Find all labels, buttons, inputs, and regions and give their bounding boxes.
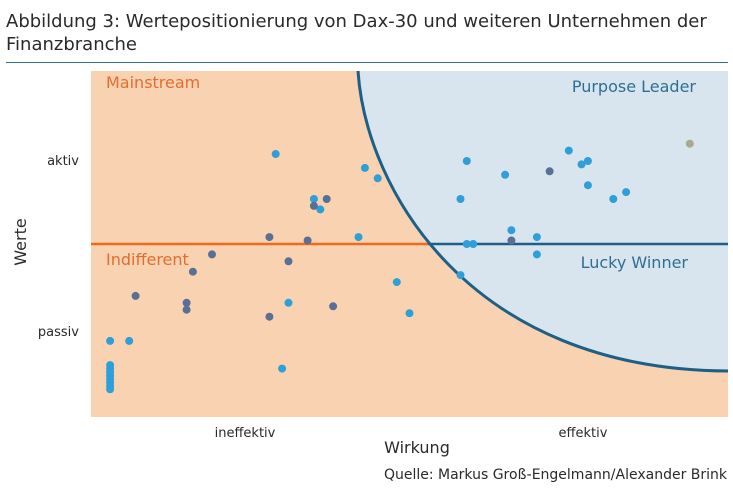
chart-title: Abbildung 3: Wertepositionierung von Dax…: [6, 11, 707, 55]
data-point-light-32: [583, 181, 592, 190]
data-point-dark-3: [188, 267, 197, 276]
data-point-dark-13: [545, 167, 554, 176]
quadrant-label-indifferent: Indifferent: [106, 250, 189, 269]
data-point-light-11: [284, 298, 293, 307]
data-point-light-9: [125, 336, 134, 345]
data-point-light-16: [360, 163, 369, 172]
data-point-light-34: [622, 188, 631, 197]
data-point-dark-7: [284, 257, 293, 266]
data-point-dark-1: [182, 298, 191, 307]
quadrant-label-purpose-leader: Purpose Leader: [572, 77, 697, 96]
data-point-light-13: [309, 195, 318, 203]
source-note: Quelle: Markus Groß-Engelmann/Alexander …: [383, 467, 727, 483]
title-divider: [6, 62, 728, 63]
data-point-dark-5: [265, 233, 274, 242]
data-point-dark-11: [329, 302, 338, 311]
data-point-dark-8: [303, 236, 312, 245]
data-point-light-10: [278, 364, 287, 373]
y-tick-label-aktiv: aktiv: [47, 154, 79, 169]
data-point-dark-12: [507, 236, 516, 245]
data-point-dark-0: [131, 291, 140, 300]
data-point-light-25: [501, 170, 510, 179]
data-point-light-23: [456, 195, 465, 203]
data-point-light-29: [564, 146, 573, 155]
data-point-light-14: [316, 205, 325, 214]
data-point-light-19: [405, 309, 414, 318]
data-point-light-26: [532, 250, 541, 259]
data-point-light-22: [469, 240, 478, 248]
data-point-light-21: [462, 240, 471, 248]
data-point-dark-9: [309, 201, 318, 210]
data-point-light-31: [583, 157, 592, 165]
data-point-light-24: [462, 157, 471, 165]
data-point-gray-0: [685, 139, 694, 148]
data-point-light-28: [532, 233, 541, 242]
data-point-light-33: [609, 195, 618, 203]
data-point-light-7: [106, 385, 115, 394]
data-point-dark-6: [265, 312, 274, 321]
x-axis-label: Wirkung: [384, 438, 450, 457]
purpose-leader-curve: [356, 70, 729, 373]
quadrant-label-lucky-winner: Lucky Winner: [581, 253, 689, 272]
data-point-light-15: [354, 233, 363, 242]
x-tick-label-ineffektiv: ineffektiv: [215, 426, 276, 441]
data-point-light-20: [456, 271, 465, 280]
data-point-dark-4: [208, 250, 216, 259]
purpose-leader-region: [358, 71, 728, 371]
data-point-dark-10: [322, 195, 331, 203]
data-point-light-18: [392, 278, 401, 287]
data-point-light-8: [106, 336, 115, 345]
data-point-light-30: [577, 160, 586, 169]
data-point-dark-2: [182, 305, 191, 314]
data-point-light-17: [373, 174, 382, 183]
quadrant-label-mainstream: Mainstream: [106, 73, 200, 92]
data-point-light-12: [271, 150, 280, 158]
y-axis-label: Werte: [11, 218, 30, 265]
data-point-light-27: [507, 226, 516, 235]
scatter-points: [106, 139, 694, 394]
y-tick-label-passiv: passiv: [38, 325, 79, 340]
x-tick-label-effektiv: effektiv: [559, 426, 608, 441]
